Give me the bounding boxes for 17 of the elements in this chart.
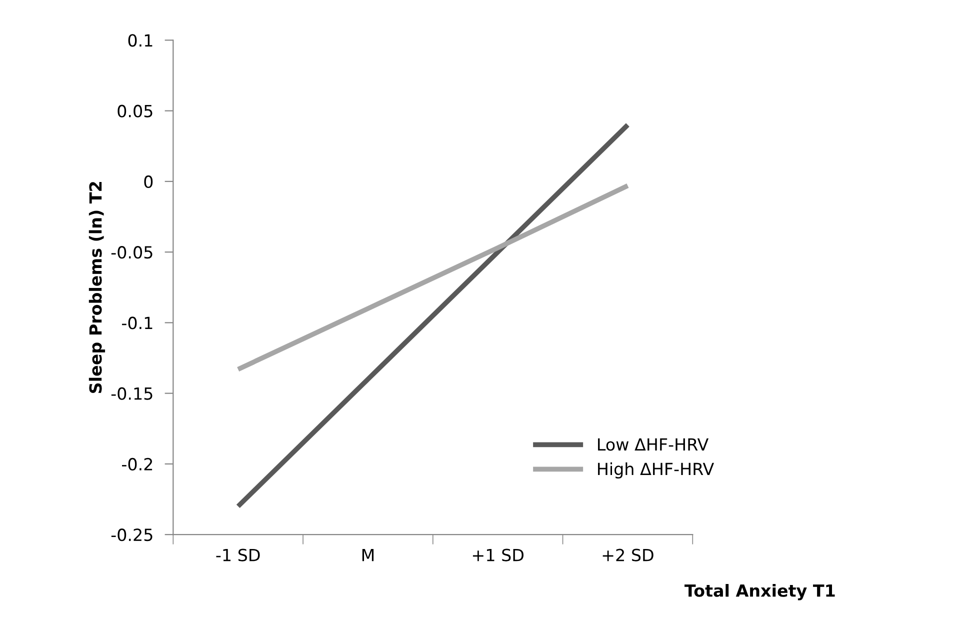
y-tick-label: 0 <box>144 175 153 188</box>
x-tick-label: M <box>362 548 374 562</box>
legend-label: Low ΔHF-HRV <box>598 438 709 451</box>
y-tick-label: -0.05 <box>111 246 152 259</box>
y-tick-label: -0.25 <box>111 528 152 542</box>
x-axis-title: Total Anxiety T1 <box>684 584 835 600</box>
x-tick-label: +2 SD <box>602 548 654 562</box>
y-tick-label: 0.05 <box>118 104 152 118</box>
line-series <box>236 183 630 372</box>
y-tick-label: -0.15 <box>111 387 152 400</box>
legend-label: High ΔHF-HRV <box>598 462 714 478</box>
y-tick-label: -0.1 <box>122 316 152 330</box>
x-tick-label: -1 SD <box>216 548 260 562</box>
x-tick-label: +1 SD <box>472 548 524 562</box>
y-tick-label: 0.1 <box>128 34 152 47</box>
y-tick-label: -0.2 <box>122 458 152 471</box>
y-axis-title: Sleep Problems (ln) T2 <box>88 182 106 393</box>
